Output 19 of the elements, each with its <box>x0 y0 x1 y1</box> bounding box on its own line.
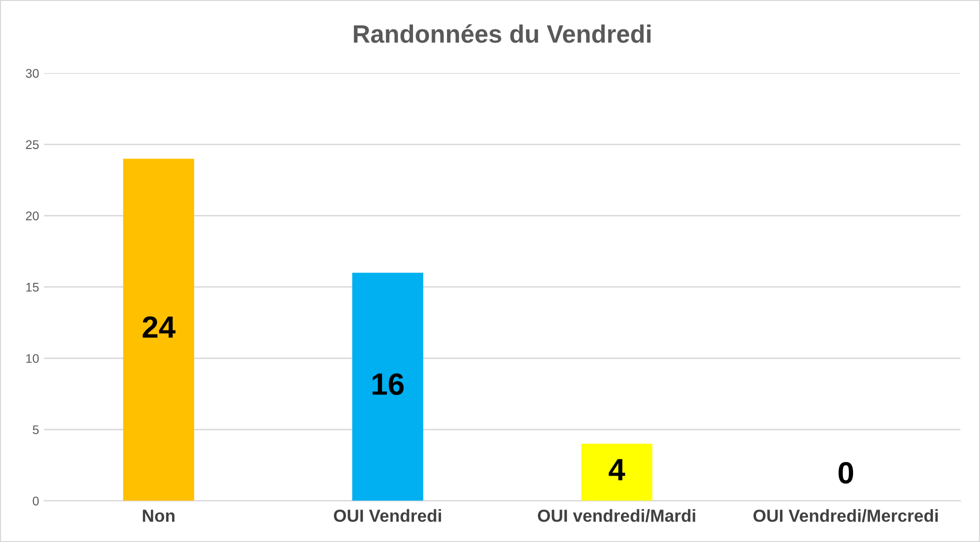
bar <box>123 158 194 501</box>
y-tick-label: 30 <box>26 68 39 78</box>
y-tick-label: 20 <box>26 212 39 220</box>
data-label: 4 <box>608 459 626 480</box>
data-label: 16 <box>372 373 404 395</box>
y-tick-label: 5 <box>32 425 39 434</box>
x-tick-label: Non <box>142 510 174 522</box>
y-tick-label: 10 <box>26 354 39 363</box>
x-tick-label: OUI Vendredi <box>334 509 441 522</box>
bar <box>352 272 424 501</box>
y-tick-label: 15 <box>26 282 39 292</box>
chart-title: Randonnées du Vendredi <box>354 24 651 43</box>
data-label: 24 <box>142 316 176 338</box>
y-tick-label: 25 <box>26 140 39 150</box>
x-tick-label: OUI Vendredi/Mercredi <box>753 509 938 522</box>
bar <box>581 444 652 501</box>
x-tick-label: OUI vendredi/Mardi <box>538 509 696 522</box>
data-label: 0 <box>838 462 854 484</box>
y-tick-label: 0 <box>32 496 39 506</box>
